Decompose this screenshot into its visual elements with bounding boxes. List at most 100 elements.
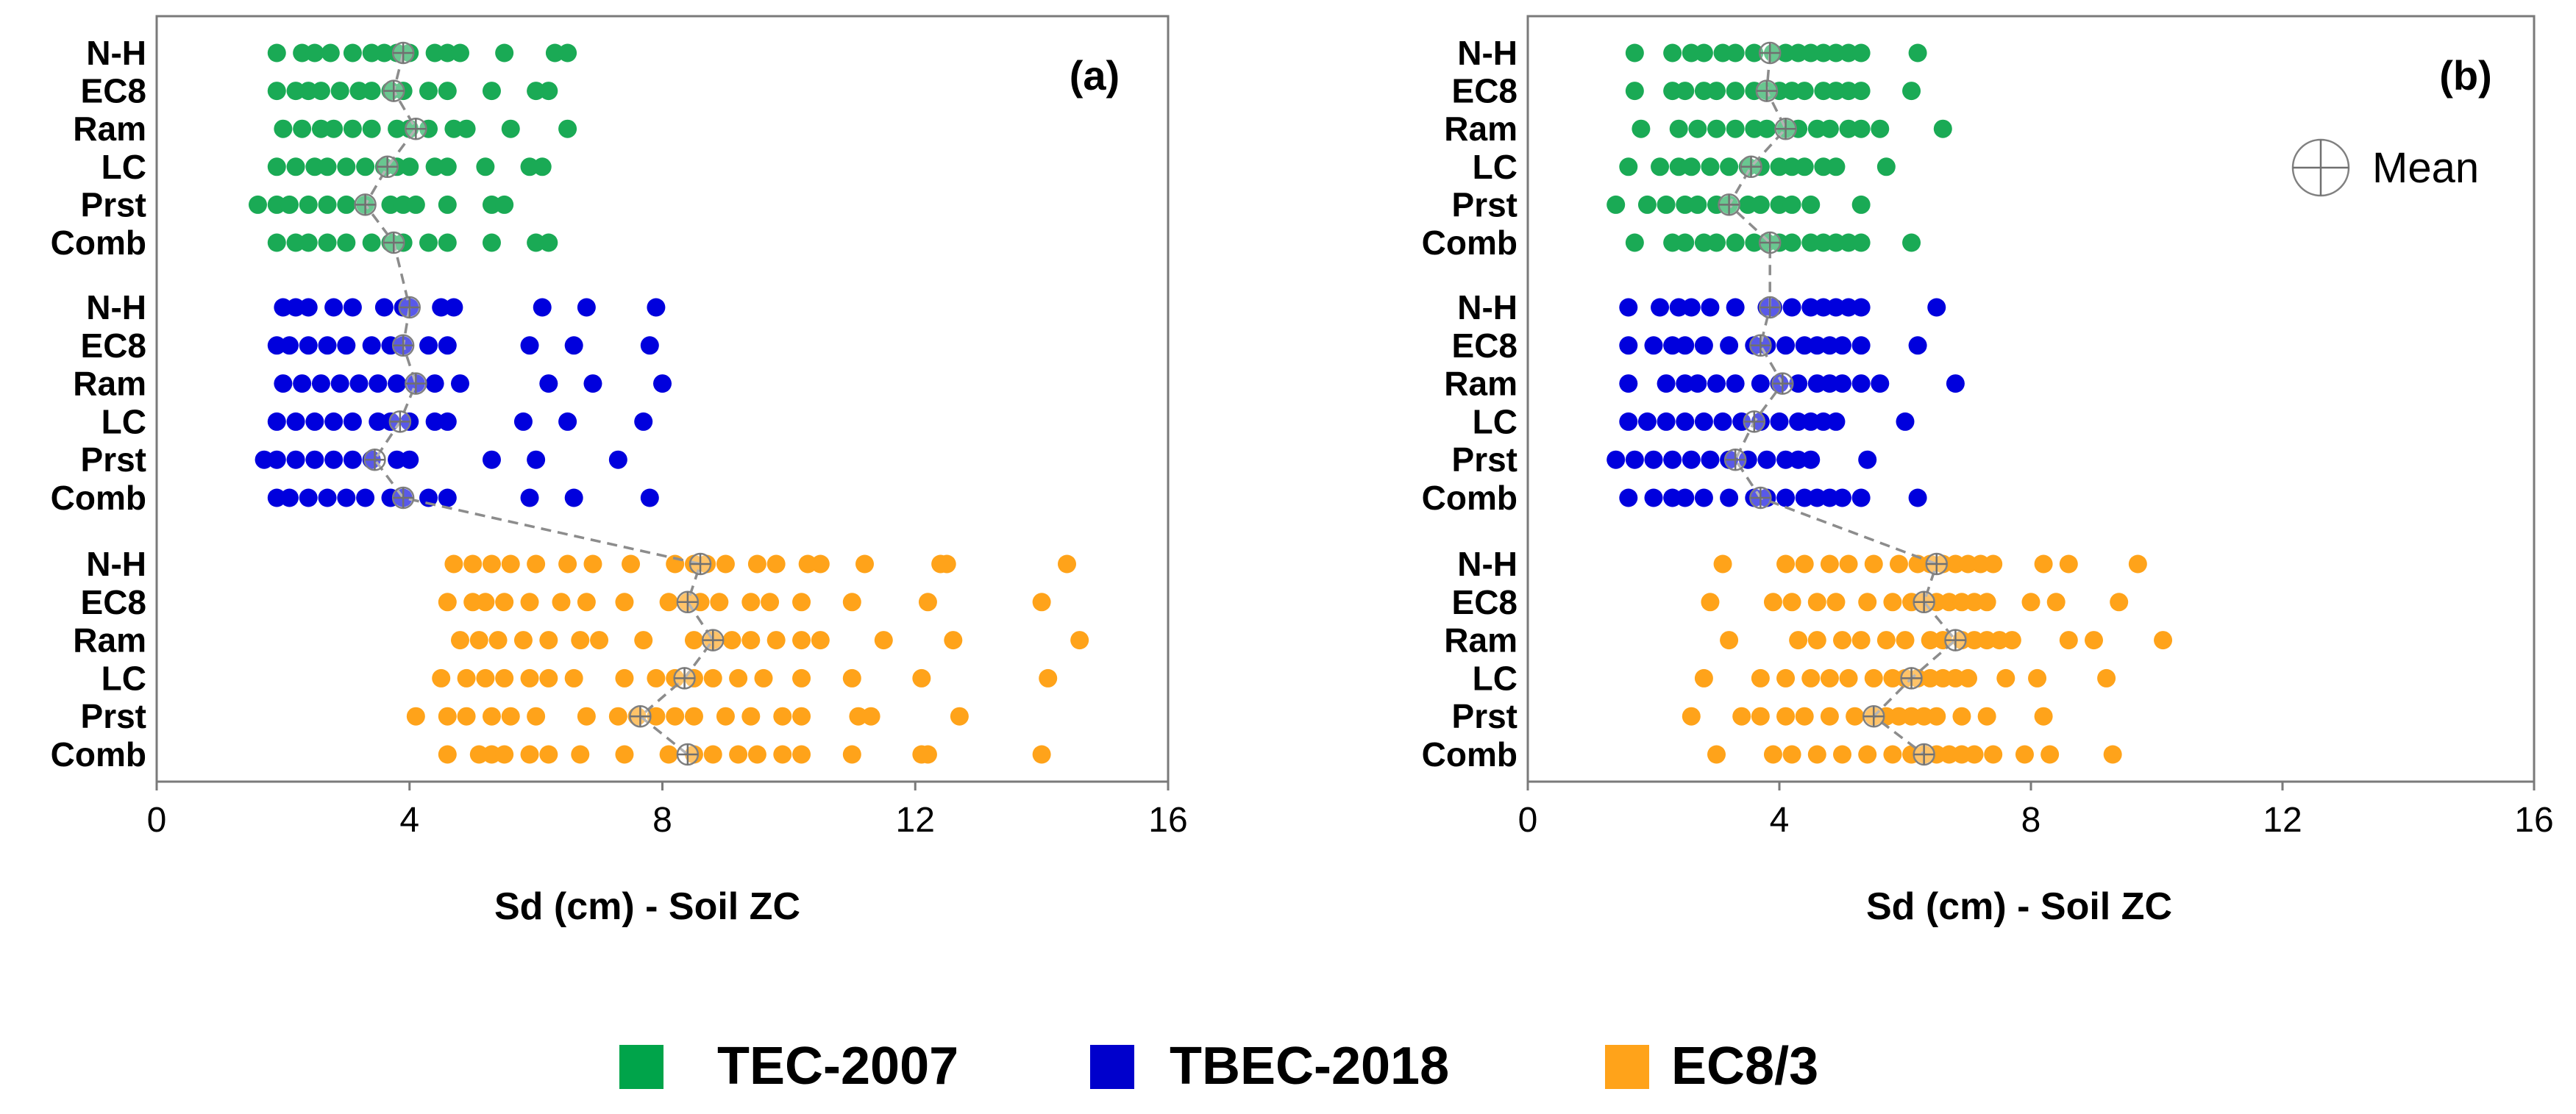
mean-marker	[1723, 448, 1747, 471]
category-label-ec8: EC8	[81, 583, 146, 621]
mean-marker	[1740, 155, 1762, 179]
data-point-tbec-2018	[1776, 450, 1796, 469]
data-point-tbec-2018	[1694, 336, 1713, 355]
data-point-tbec-2018	[527, 450, 546, 469]
data-point-ec8-3	[1846, 707, 1865, 726]
data-point-ec8-3	[792, 745, 811, 764]
data-point-tbec-2018	[1676, 374, 1695, 393]
data-point-tbec-2018	[653, 374, 672, 393]
mean-marker	[388, 410, 412, 433]
data-point-ec8-3	[476, 668, 495, 688]
data-point-tec-2007	[1770, 195, 1789, 214]
category-label-comb: Comb	[1422, 224, 1518, 262]
data-point-ec8-3	[1889, 707, 1908, 726]
data-point-tbec-2018	[419, 488, 438, 507]
data-point-tec-2007	[1663, 43, 1682, 63]
data-point-ec8-3	[1820, 668, 1839, 688]
category-label-n-h: N-H	[86, 545, 146, 583]
data-point-tbec-2018	[388, 450, 407, 469]
mean-marker	[383, 79, 405, 102]
data-point-tbec-2018	[1789, 450, 1808, 469]
x-axis-title: Sd (cm) - Soil ZC	[494, 885, 800, 928]
data-point-tec-2007	[267, 233, 286, 252]
category-label-comb: Comb	[1422, 735, 1518, 774]
data-point-ec8-3	[1058, 554, 1076, 574]
mean-marker	[1749, 486, 1772, 510]
category-label-prst: Prst	[1452, 697, 1518, 735]
data-point-tec-2007	[311, 119, 330, 138]
data-point-tbec-2018	[1814, 412, 1833, 431]
data-point-ec8-3	[1965, 745, 1984, 764]
data-point-tec-2007	[1851, 119, 1871, 138]
data-point-tbec-2018	[1701, 450, 1720, 469]
data-point-tec-2007	[1745, 233, 1764, 252]
data-point-ec8-3	[722, 631, 741, 650]
data-point-ec8-3	[747, 554, 766, 574]
x-tick-label: 4	[399, 801, 419, 840]
data-point-ec8-3	[1940, 745, 1959, 764]
data-point-tec-2007	[1770, 82, 1789, 101]
data-point-tec-2007	[305, 43, 324, 63]
category-label-lc: LC	[1473, 659, 1518, 697]
data-point-tec-2007	[286, 233, 305, 252]
data-point-tbec-2018	[1663, 450, 1682, 469]
data-point-tbec-2018	[1663, 336, 1682, 355]
data-point-ec8-3	[741, 631, 761, 650]
mean-legend-label: Mean	[2372, 144, 2479, 192]
data-point-tec-2007	[1807, 119, 1826, 138]
panel-tag: (b)	[2439, 52, 2492, 99]
data-point-tec-2007	[1795, 157, 1814, 176]
data-point-tec-2007	[1814, 233, 1833, 252]
data-point-tbec-2018	[286, 450, 305, 469]
data-point-tbec-2018	[1663, 488, 1682, 507]
data-point-tec-2007	[280, 195, 299, 214]
data-point-tec-2007	[1814, 43, 1833, 63]
data-point-tbec-2018	[1782, 298, 1801, 317]
data-point-tbec-2018	[324, 450, 344, 469]
data-point-ec8-3	[438, 593, 457, 612]
data-point-tec-2007	[1676, 82, 1695, 101]
data-point-ec8-3	[811, 631, 830, 650]
data-point-tec-2007	[495, 195, 514, 214]
data-point-ec8-3	[912, 668, 931, 688]
data-point-ec8-3	[558, 554, 577, 574]
data-point-tec-2007	[286, 157, 305, 176]
data-point-tec-2007	[299, 195, 318, 214]
data-point-ec8-3	[766, 554, 786, 574]
data-point-ec8-3	[1801, 668, 1821, 688]
data-point-ec8-3	[2154, 631, 2173, 650]
data-point-tbec-2018	[1757, 450, 1776, 469]
data-point-ec8-3	[773, 707, 792, 726]
data-point-ec8-3	[476, 593, 495, 612]
data-point-tbec-2018	[274, 298, 293, 317]
data-point-ec8-3	[1902, 707, 1921, 726]
data-point-tec-2007	[1632, 119, 1651, 138]
data-point-tec-2007	[1707, 195, 1726, 214]
data-point-tec-2007	[337, 233, 356, 252]
category-label-comb: Comb	[51, 735, 146, 774]
data-point-ec8-3	[792, 707, 811, 726]
data-point-tec-2007	[1694, 82, 1713, 101]
data-point-ec8-3	[513, 631, 533, 650]
mean-trend-line	[363, 52, 715, 756]
data-point-ec8-3	[1927, 707, 1946, 726]
data-point-tec-2007	[388, 119, 407, 138]
data-point-ec8-3	[666, 707, 685, 726]
data-point-tec-2007	[267, 157, 286, 176]
data-point-tec-2007	[1637, 195, 1657, 214]
data-point-ec8-3	[2015, 745, 2034, 764]
data-point-ec8-3	[754, 668, 773, 688]
data-point-tbec-2018	[1801, 450, 1821, 469]
data-point-ec8-3	[716, 554, 735, 574]
data-point-tec-2007	[1663, 82, 1682, 101]
data-point-tec-2007	[1745, 43, 1764, 63]
data-point-tec-2007	[374, 43, 394, 63]
category-label-ram: Ram	[73, 365, 146, 403]
data-point-tbec-2018	[444, 298, 463, 317]
data-point-ec8-3	[571, 631, 590, 650]
data-point-ec8-3	[918, 593, 937, 612]
data-point-ec8-3	[2028, 668, 2047, 688]
x-tick-label: 0	[1518, 801, 1538, 840]
data-point-ec8-3	[1070, 631, 1089, 650]
data-point-tec-2007	[362, 119, 381, 138]
